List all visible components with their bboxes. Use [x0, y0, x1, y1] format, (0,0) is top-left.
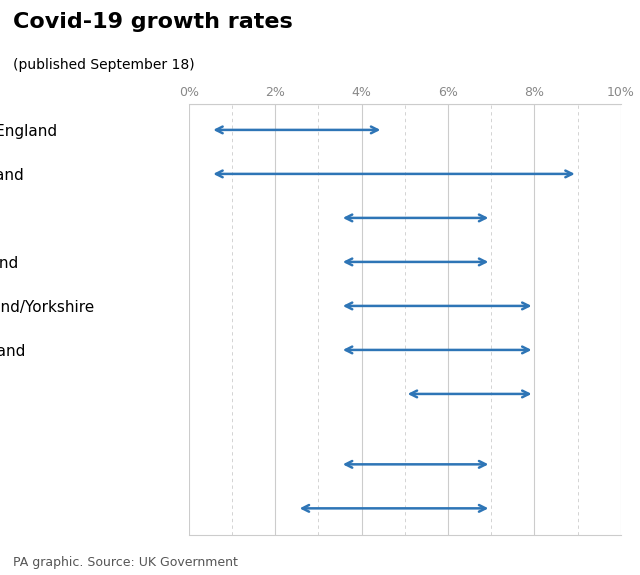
- Text: (published September 18): (published September 18): [13, 58, 195, 71]
- Text: PA graphic. Source: UK Government: PA graphic. Source: UK Government: [13, 556, 237, 569]
- Text: Covid-19 growth rates: Covid-19 growth rates: [13, 12, 292, 32]
